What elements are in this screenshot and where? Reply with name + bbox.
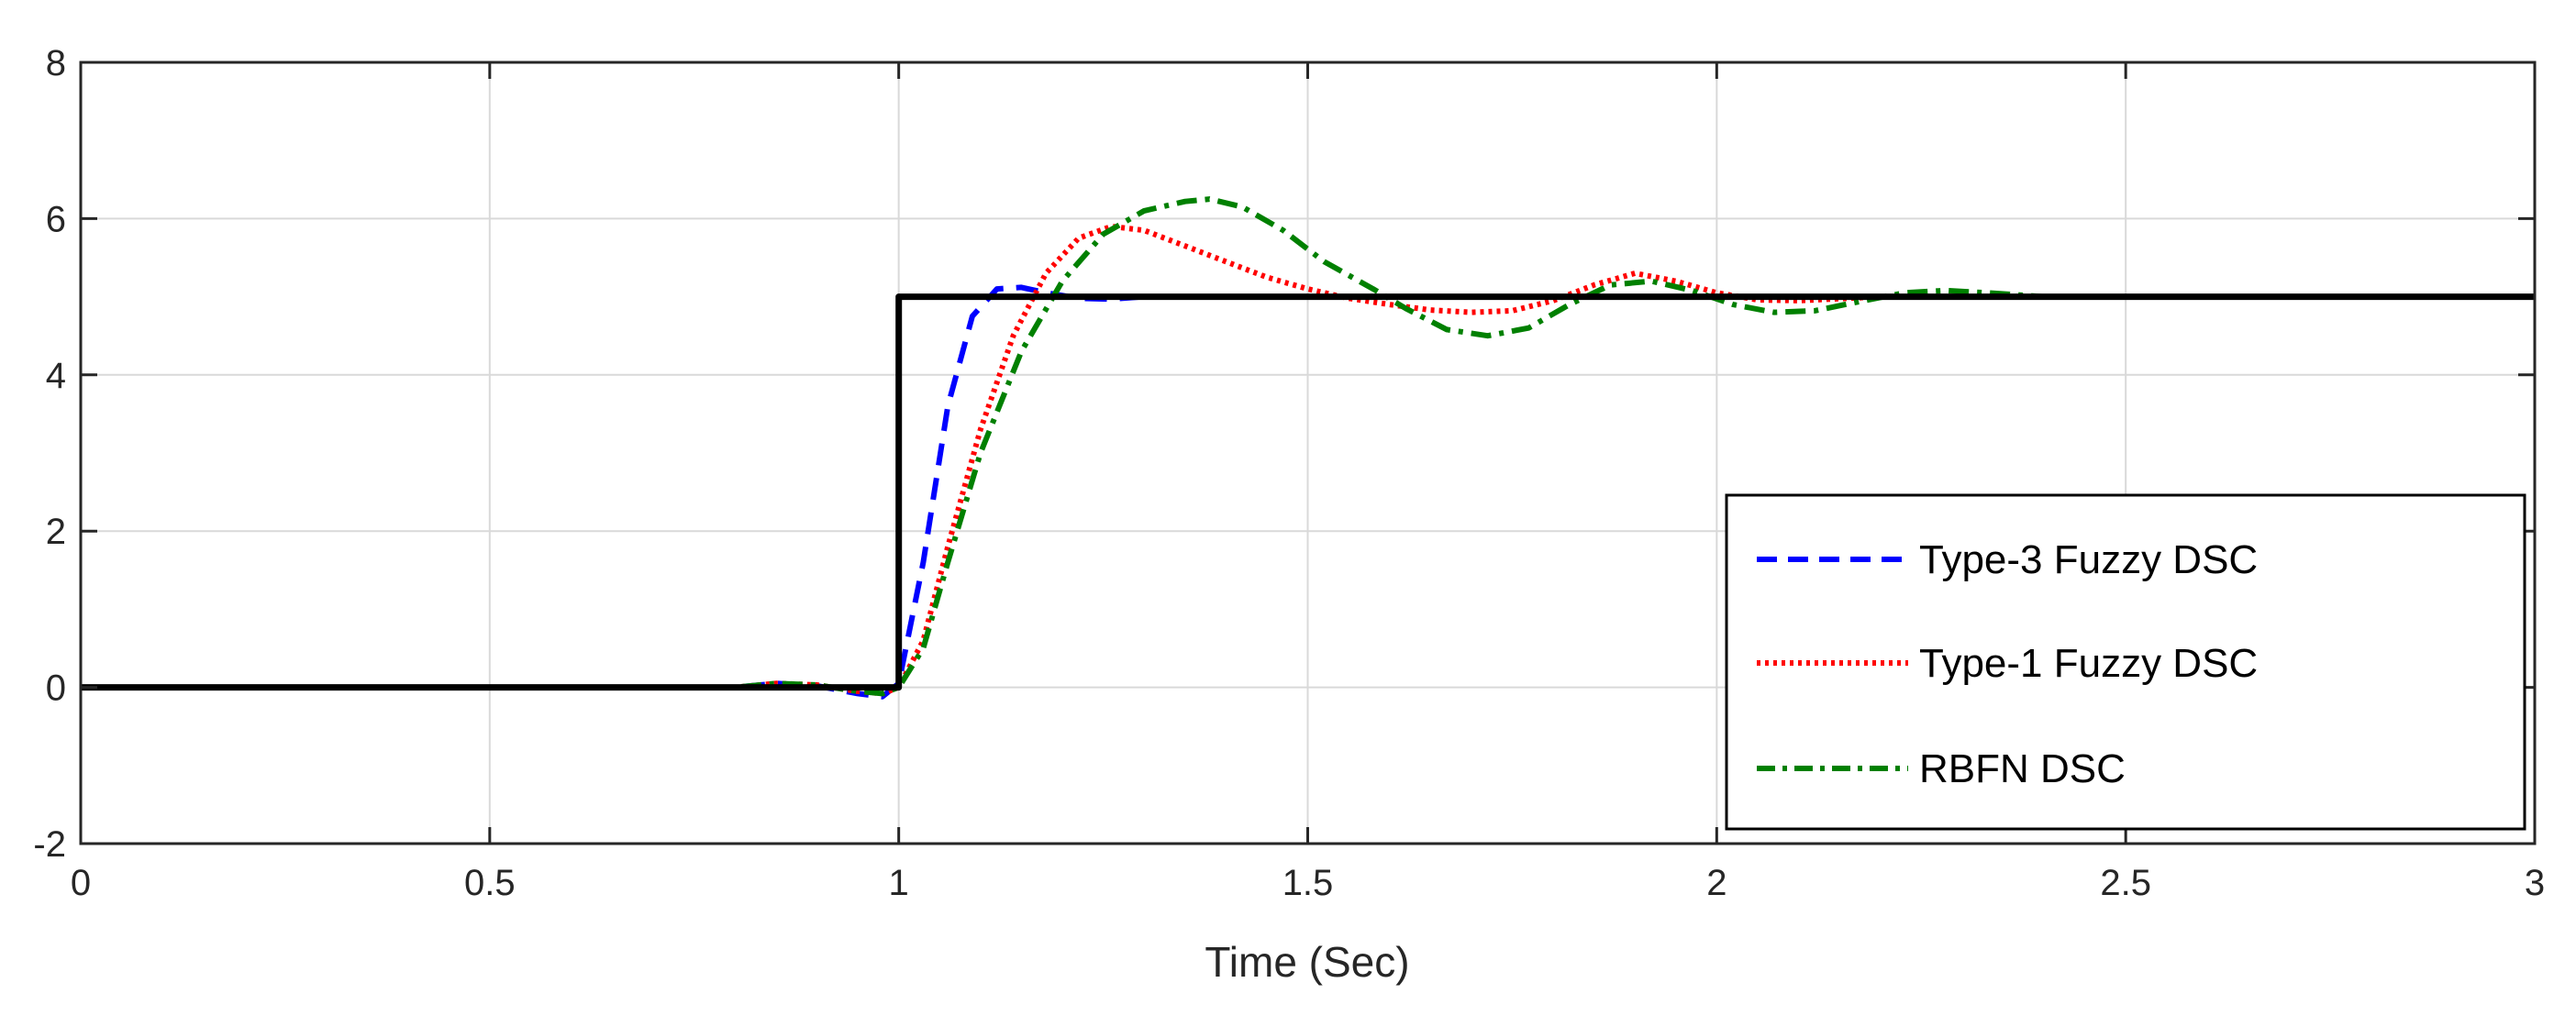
y-tick-label-5: 8 (46, 43, 66, 83)
x-tick-label-0: 0 (71, 863, 91, 903)
x-tick-label-2: 1 (889, 863, 909, 903)
series-line-reference (81, 293, 2535, 691)
legend: Type-3 Fuzzy DSC Type-1 Fuzzy DSC RBFN D… (1725, 493, 2526, 831)
x-tick-label-1: 0.5 (464, 863, 516, 903)
x-tick-label-5: 2.5 (2100, 863, 2151, 903)
series-lines (81, 196, 2535, 700)
y-tick-label-1: 0 (46, 668, 66, 709)
y-tick-label-4: 6 (46, 199, 66, 239)
y-tick-label-2: 2 (46, 512, 66, 552)
legend-label-type1: Type-1 Fuzzy DSC (1919, 641, 2258, 686)
x-tick-label-4: 2 (1706, 863, 1727, 903)
legend-label-type3: Type-3 Fuzzy DSC (1919, 537, 2258, 582)
legend-label-rbfn: RBFN DSC (1919, 746, 2126, 791)
x-tick-label-6: 3 (2525, 863, 2545, 903)
x-tick-label-3: 1.5 (1282, 863, 1334, 903)
series-line-rbfn-dsc (81, 196, 2535, 697)
x-axis-label: Time (Sec) (1205, 938, 1409, 986)
y-tick-label-3: 4 (46, 356, 66, 396)
y-tick-label-0: -2 (33, 824, 66, 865)
